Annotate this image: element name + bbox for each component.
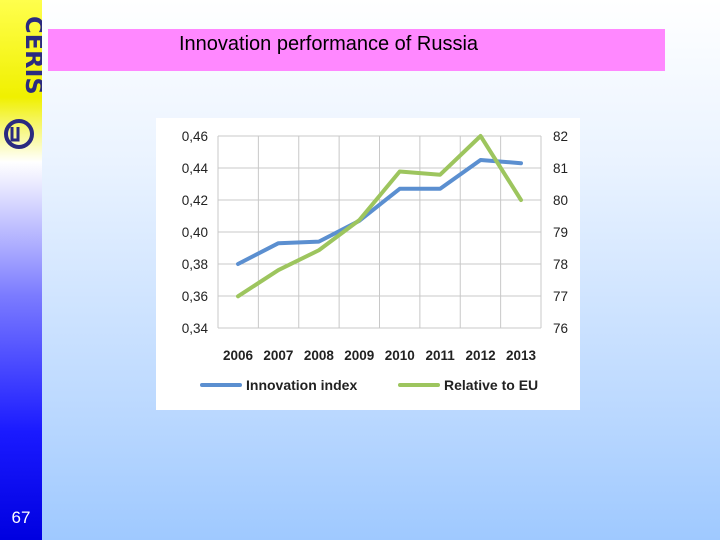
y-right-tick-label: 79 [553, 225, 568, 240]
x-tick-label: 2009 [344, 348, 374, 363]
line-chart: 0,34 0,36 0,38 0,40 0,42 0,44 0,46 76 77 78 79 80 81… [182, 129, 568, 393]
slide-title: Innovation performance of Russia [179, 33, 479, 55]
y-right-tick-label: 78 [553, 257, 568, 272]
y-left-tick-label: 0,42 [182, 193, 208, 208]
series-line-innovation-index [236, 158, 523, 266]
y-left-tick-label: 0,40 [182, 225, 208, 240]
x-tick-label: 2011 [425, 348, 455, 363]
side-bar: CERIS 67 [0, 0, 42, 540]
x-tick-label: 2012 [466, 348, 496, 363]
chart-panel: 0,34 0,36 0,38 0,40 0,42 0,44 0,46 76 77 78 79 80 81… [156, 118, 580, 410]
page-number: 67 [11, 508, 31, 527]
x-tick-label: 2013 [506, 348, 537, 363]
x-tick-label: 2006 [223, 348, 254, 363]
y-right-tick-label: 80 [553, 193, 568, 208]
y-left-tick-label: 0,46 [182, 129, 208, 144]
title-bar: Innovation performance of Russia [48, 29, 665, 71]
y-right-tick-label: 76 [553, 321, 568, 336]
y-right-tick-label: 77 [553, 289, 568, 304]
x-tick-label: 2008 [304, 348, 335, 363]
y-right-tick-label: 82 [553, 129, 568, 144]
y-left-tick-label: 0,36 [182, 289, 208, 304]
y-left-tick-label: 0,44 [182, 161, 209, 176]
series-line-relative-to-eu [236, 134, 523, 299]
y-left-tick-label: 0,38 [182, 257, 208, 272]
x-tick-label: 2010 [385, 348, 415, 363]
legend-label: Innovation index [246, 377, 357, 393]
legend-label: Relative to EU [444, 377, 538, 393]
y-right-tick-label: 81 [553, 161, 568, 176]
logo-text: CERIS [20, 16, 42, 95]
ceris-logo-icon: CERIS [4, 16, 42, 149]
x-tick-label: 2007 [263, 348, 293, 363]
y-left-tick-label: 0,34 [182, 321, 209, 336]
